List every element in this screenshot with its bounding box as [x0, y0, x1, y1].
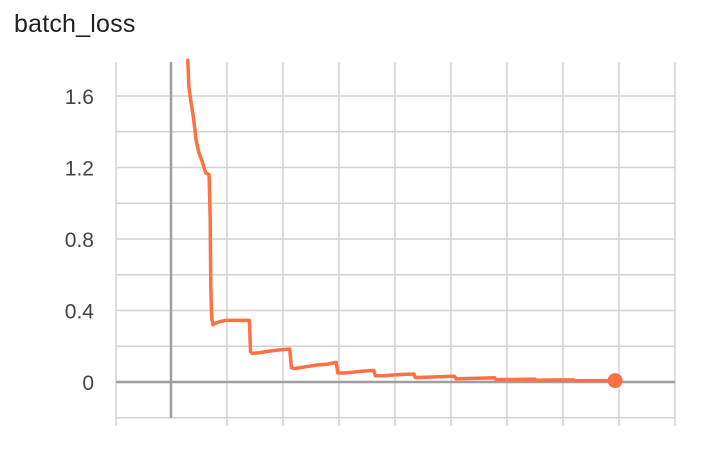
- y-tick-label: 0.4: [65, 301, 95, 324]
- tick-label-layer: 0 0.4 0.8 1.2 1.6: [65, 86, 95, 395]
- series-layer: [186, 58, 623, 389]
- series-end-point: [607, 373, 623, 389]
- y-tick-label: 0: [82, 372, 94, 395]
- grid-layer: [115, 62, 676, 426]
- chart-title: batch_loss: [14, 10, 136, 38]
- y-tick-label: 1.6: [65, 86, 94, 109]
- y-tick-label: 0.8: [65, 229, 94, 252]
- batch-loss-series-line: [186, 58, 617, 383]
- y-tick-label: 1.2: [65, 158, 94, 181]
